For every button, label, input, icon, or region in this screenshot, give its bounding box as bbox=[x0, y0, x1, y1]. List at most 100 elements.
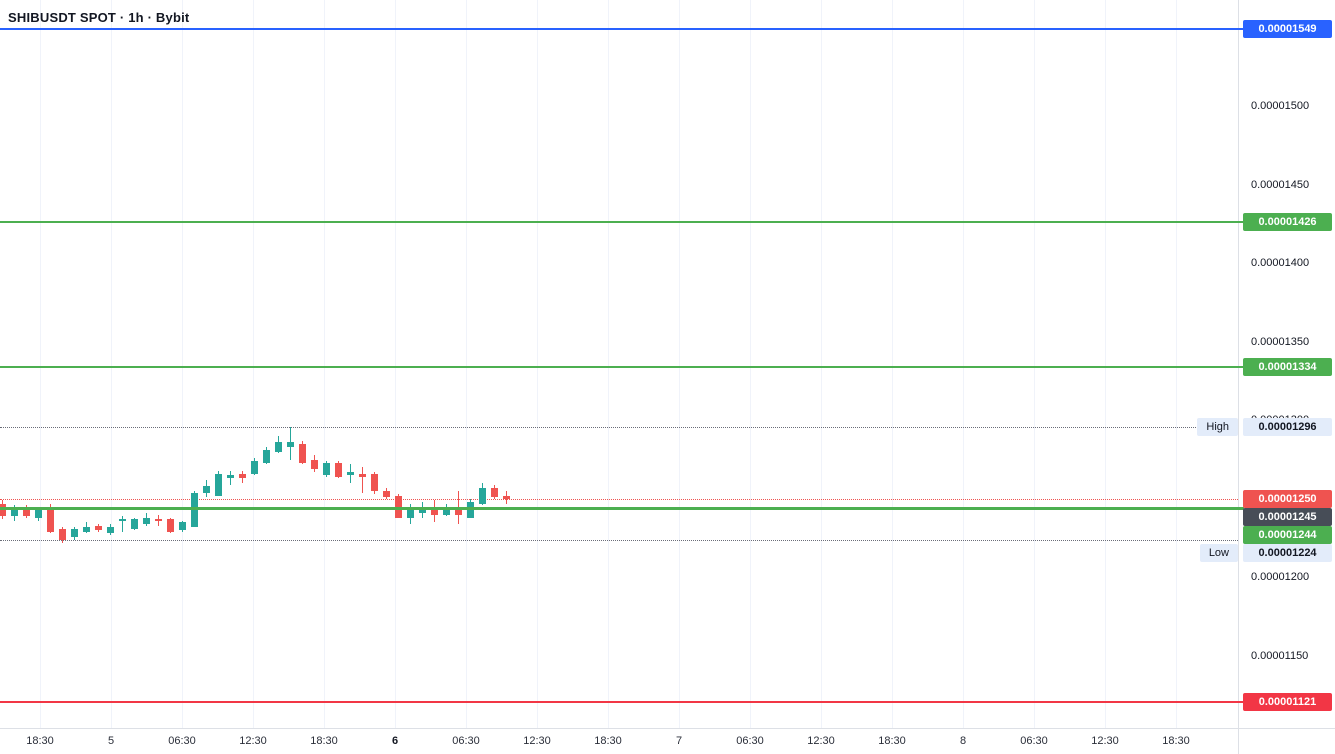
candle-body bbox=[35, 509, 42, 518]
time-label: 06:30 bbox=[1020, 735, 1048, 747]
time-label: 7 bbox=[675, 735, 683, 747]
candle-body bbox=[395, 495, 402, 518]
candle-body bbox=[431, 508, 438, 515]
price-chip-0.00001334[interactable]: 0.00001334 bbox=[1243, 357, 1332, 376]
time-label: 6 bbox=[391, 735, 399, 747]
time-label: 06:30 bbox=[452, 735, 480, 747]
candle-body bbox=[251, 461, 258, 474]
candle-body bbox=[107, 527, 114, 534]
price-tick: 0.00001450 bbox=[1251, 178, 1310, 191]
price-chip-0.00001121[interactable]: 0.00001121 bbox=[1243, 692, 1332, 711]
symbol-title[interactable]: SHIBUSDT SPOT · 1h · Bybit bbox=[8, 10, 190, 25]
price-chip-0.00001245[interactable]: 0.00001245 bbox=[1243, 507, 1332, 526]
gridline bbox=[466, 0, 467, 728]
candle-body bbox=[335, 462, 342, 477]
time-label: 12:30 bbox=[523, 735, 551, 747]
time-label: 18:30 bbox=[594, 735, 622, 747]
price-tick: 0.00001200 bbox=[1251, 571, 1310, 584]
time-label: 5 bbox=[107, 735, 115, 747]
candle-body bbox=[179, 522, 186, 531]
candle-body bbox=[347, 472, 354, 476]
candle-body bbox=[407, 508, 414, 518]
time-label: 8 bbox=[959, 735, 967, 747]
gridline bbox=[821, 0, 822, 728]
price-tick: 0.00001400 bbox=[1251, 257, 1310, 270]
candle-body bbox=[11, 508, 18, 517]
candle-wick bbox=[362, 467, 363, 493]
candle-body bbox=[323, 462, 330, 476]
time-label: 18:30 bbox=[878, 735, 906, 747]
time-label: 06:30 bbox=[736, 735, 764, 747]
axis-corner bbox=[1238, 728, 1335, 754]
low-label-chip: Low bbox=[1199, 543, 1238, 562]
candle-body bbox=[215, 473, 222, 496]
gridline bbox=[1105, 0, 1106, 728]
price-chip-0.00001224[interactable]: 0.00001224 bbox=[1243, 543, 1332, 562]
price-tick: 0.00001500 bbox=[1251, 100, 1310, 112]
candle-body bbox=[23, 506, 30, 517]
time-label: 12:30 bbox=[807, 735, 835, 747]
price-chip-0.00001296[interactable]: 0.00001296 bbox=[1243, 417, 1332, 436]
high-label-chip: High bbox=[1197, 417, 1238, 436]
dotted-level-line-0.00001250[interactable] bbox=[0, 499, 1238, 500]
candle-body bbox=[203, 486, 210, 493]
candle-body bbox=[443, 506, 450, 515]
candle-body bbox=[491, 487, 498, 498]
gridline bbox=[395, 0, 396, 728]
candle-body bbox=[155, 519, 162, 522]
dotted-level-line-0.00001224[interactable] bbox=[0, 540, 1238, 541]
candle-body bbox=[503, 495, 510, 499]
candle-body bbox=[239, 473, 246, 479]
candle-body bbox=[227, 475, 234, 479]
gridline bbox=[679, 0, 680, 728]
candle-body bbox=[299, 443, 306, 463]
candle-body bbox=[311, 459, 318, 469]
gridline bbox=[892, 0, 893, 728]
candle-body bbox=[167, 519, 174, 532]
candle-body bbox=[47, 508, 54, 532]
price-tick: 0.00001150 bbox=[1251, 649, 1309, 662]
candle-body bbox=[83, 527, 90, 532]
candle-body bbox=[455, 506, 462, 515]
gridline bbox=[750, 0, 751, 728]
candle-body bbox=[95, 525, 102, 531]
chart-area[interactable]: High Low bbox=[0, 0, 1238, 728]
gridline bbox=[963, 0, 964, 728]
time-label: 18:30 bbox=[310, 735, 338, 747]
candle-body bbox=[263, 450, 270, 463]
price-chip-0.00001244[interactable]: 0.00001244 bbox=[1243, 525, 1332, 544]
level-line-0.00001426[interactable] bbox=[0, 221, 1244, 223]
level-line-0.00001244[interactable] bbox=[0, 507, 1244, 510]
candle-body bbox=[59, 528, 66, 540]
gridline bbox=[1176, 0, 1177, 728]
gridline bbox=[1034, 0, 1035, 728]
candle-body bbox=[287, 442, 294, 447]
candle-wick bbox=[122, 516, 123, 532]
price-chip-0.00001250[interactable]: 0.00001250 bbox=[1243, 489, 1332, 508]
time-label: 12:30 bbox=[1091, 735, 1119, 747]
time-label: 18:30 bbox=[1162, 735, 1190, 747]
level-line-0.00001334[interactable] bbox=[0, 366, 1244, 368]
time-label: 18:30 bbox=[26, 735, 54, 747]
candle-body bbox=[383, 490, 390, 498]
candle-body bbox=[131, 519, 138, 529]
price-chip-0.00001549[interactable]: 0.00001549 bbox=[1243, 20, 1332, 38]
gridline bbox=[182, 0, 183, 728]
gridline bbox=[324, 0, 325, 728]
gridline bbox=[253, 0, 254, 728]
level-line-0.00001549[interactable] bbox=[0, 28, 1244, 30]
dotted-level-line-0.00001296[interactable] bbox=[0, 427, 1238, 428]
candle-body bbox=[479, 487, 486, 504]
gridline bbox=[40, 0, 41, 728]
time-axis[interactable]: 18:30 5 06:30 12:30 18:30 6 06:30 12:30 18:30 7 06… bbox=[0, 728, 1238, 754]
gridline bbox=[537, 0, 538, 728]
gridline bbox=[111, 0, 112, 728]
level-line-0.00001121[interactable] bbox=[0, 701, 1244, 703]
gridline bbox=[608, 0, 609, 728]
price-chip-0.00001426[interactable]: 0.00001426 bbox=[1243, 213, 1332, 232]
candle-body bbox=[143, 517, 150, 524]
price-axis[interactable]: 0.00001500 0.00001450 0.00001400 0.00001350… bbox=[1238, 0, 1335, 728]
price-tick: 0.00001350 bbox=[1251, 335, 1310, 348]
candle-body bbox=[371, 473, 378, 491]
